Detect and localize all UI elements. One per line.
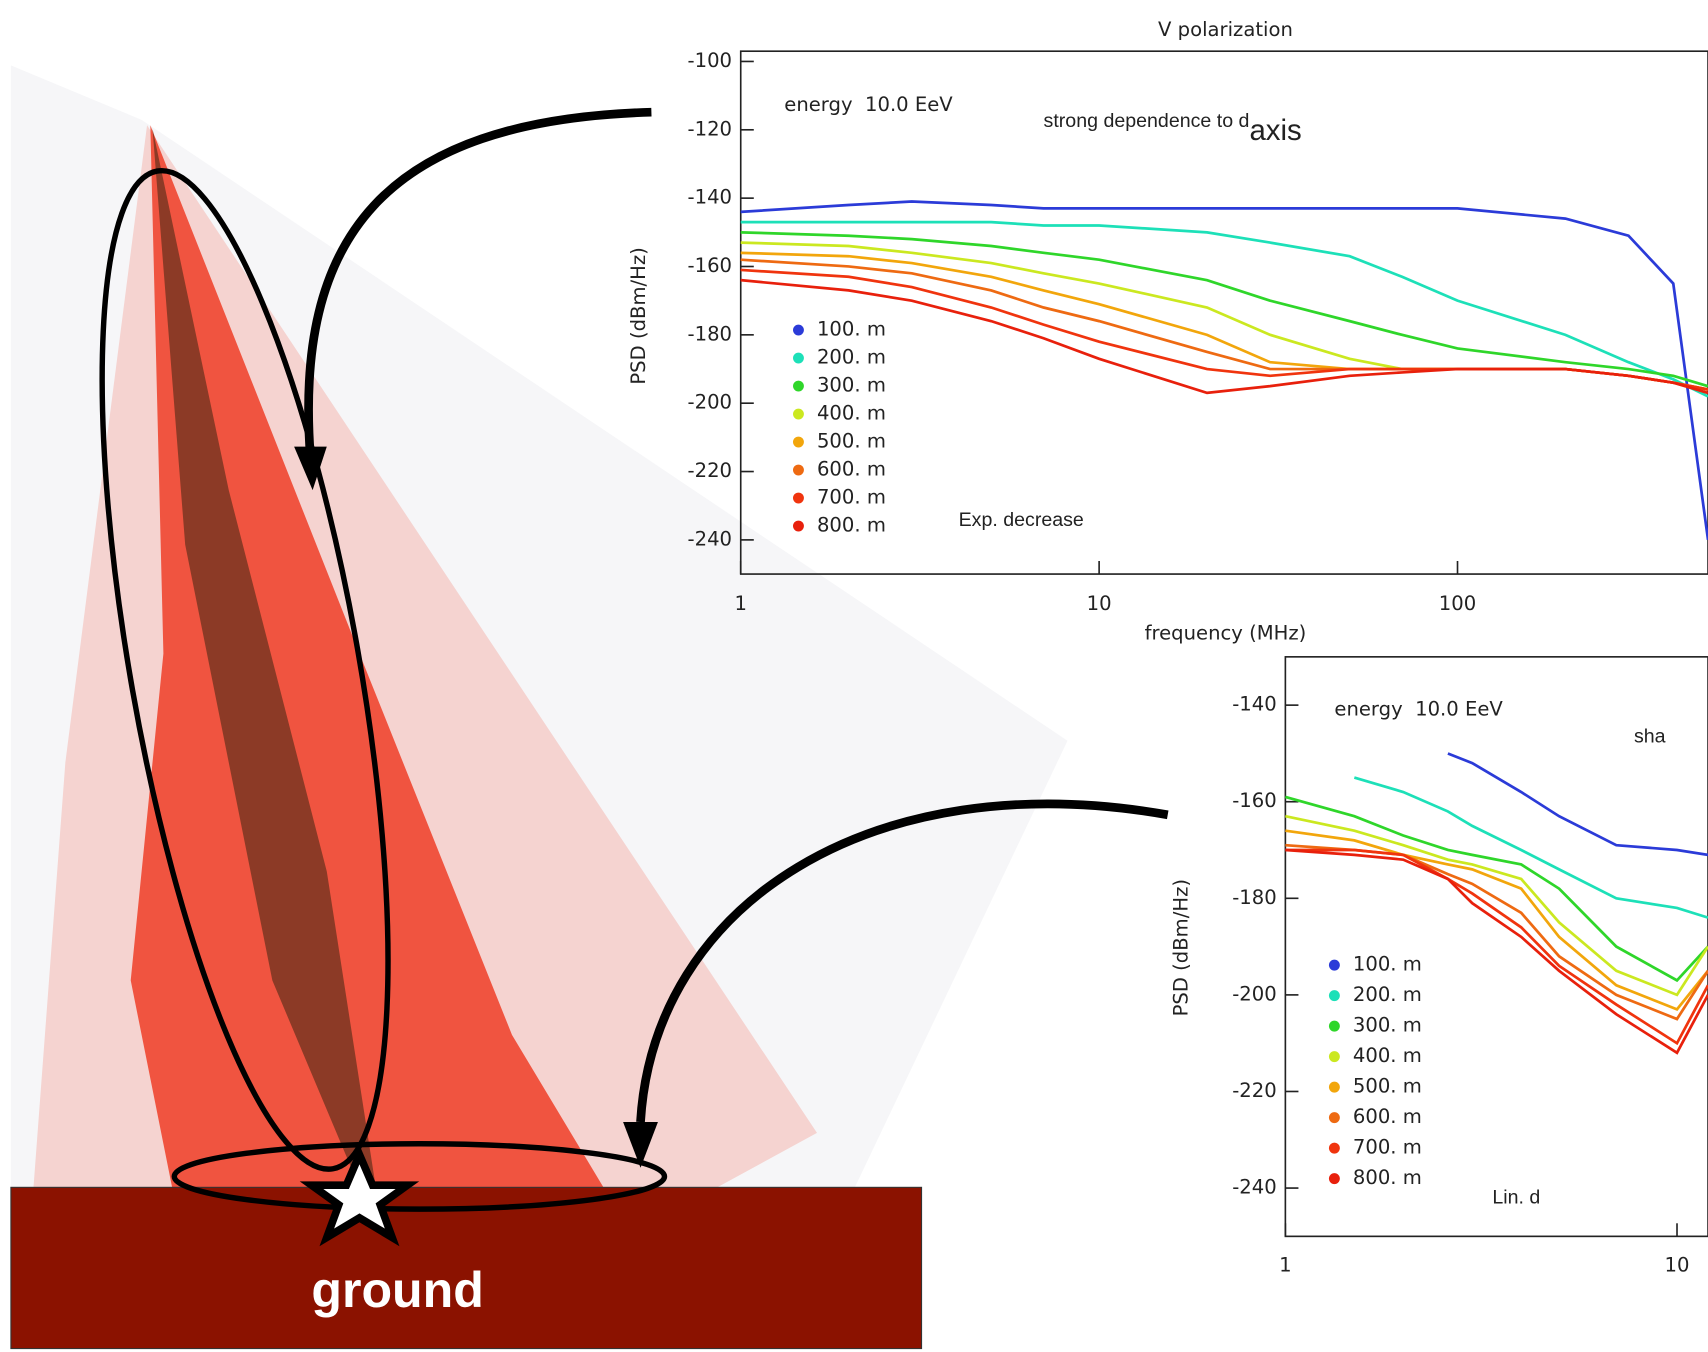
y-tick-label: -120 bbox=[688, 117, 732, 140]
shower-illustration: ground bbox=[10, 65, 1169, 1350]
annotation: energy 10.0 EeV bbox=[784, 93, 953, 116]
legend-marker bbox=[1328, 990, 1340, 1002]
plot-frame bbox=[1284, 656, 1708, 1238]
legend-label: 500. m bbox=[817, 430, 886, 453]
chart-title: V polarization bbox=[1158, 18, 1293, 41]
legend-label: 200. m bbox=[1353, 983, 1422, 1006]
series-line bbox=[1353, 776, 1708, 919]
legend-marker bbox=[1328, 1173, 1340, 1185]
legend-label: 700. m bbox=[1353, 1136, 1422, 1159]
legend-label: 100. m bbox=[1353, 953, 1422, 976]
annotation-text: strong dependence to d bbox=[1044, 110, 1250, 132]
annotation: sha bbox=[1634, 726, 1666, 748]
arrow-bottom bbox=[636, 799, 1169, 1123]
series-line bbox=[1285, 814, 1708, 997]
ellipse-ground bbox=[171, 1141, 668, 1212]
legend-label: 100. m bbox=[817, 318, 886, 341]
arrow-head bbox=[623, 1121, 658, 1168]
legend-marker bbox=[793, 520, 804, 532]
annotation-subscript: axis bbox=[1249, 114, 1301, 147]
x-tick-label: 100 bbox=[1439, 592, 1476, 615]
annotation: Lin. d bbox=[1492, 1186, 1540, 1208]
legend-marker bbox=[1328, 959, 1340, 971]
y-tick-label: -160 bbox=[688, 254, 732, 277]
plot-frame bbox=[739, 50, 1708, 575]
legend-marker bbox=[793, 324, 804, 336]
y-tick-label: -140 bbox=[1232, 693, 1276, 716]
legend-label: 300. m bbox=[1353, 1014, 1422, 1037]
chart: -100 -120 -140 -160 -180 -200 -220 -240 1 10 100 V … bbox=[627, 18, 1708, 644]
legend-label: 300. m bbox=[817, 374, 886, 397]
shower-core bbox=[130, 125, 611, 1199]
series-line bbox=[740, 230, 1708, 388]
legend-label: 500. m bbox=[1353, 1075, 1422, 1098]
y-tick-label: -180 bbox=[1232, 886, 1276, 909]
y-axis-label: PSD (dBm/Hz) bbox=[1169, 879, 1192, 1016]
y-tick-label: -180 bbox=[688, 322, 732, 345]
y-tick-label: -140 bbox=[688, 186, 732, 209]
chart: -140 -160 -180 -200 -220 -240 1 10 PSD (dBm/Hz) 1… bbox=[1169, 656, 1708, 1276]
series-line bbox=[1285, 848, 1708, 1046]
legend-marker bbox=[793, 352, 804, 364]
ellipse-axis bbox=[99, 167, 391, 1172]
arrow-head bbox=[294, 446, 327, 491]
series-line bbox=[1447, 752, 1708, 857]
y-tick-label: -220 bbox=[1232, 1079, 1276, 1102]
annotation: energy 10.0 EeV bbox=[1334, 698, 1503, 721]
y-tick-label: -220 bbox=[688, 459, 732, 482]
annotation: strong dependence to daxis bbox=[1044, 110, 1302, 146]
star bbox=[299, 1144, 420, 1247]
legend-marker bbox=[1328, 1142, 1340, 1154]
legend-marker bbox=[793, 408, 804, 420]
x-tick-label: 1 bbox=[734, 592, 746, 615]
y-tick-label: -240 bbox=[1232, 1176, 1276, 1199]
content: ground -100 -120 -140 -160 -180 -200 -220 -240 1… bbox=[10, 18, 1708, 1350]
series-line bbox=[1285, 829, 1708, 1011]
y-axis-label: PSD (dBm/Hz) bbox=[627, 247, 650, 384]
y-tick-label: -100 bbox=[688, 49, 732, 72]
x-tick-label: 10 bbox=[1665, 1253, 1690, 1276]
legend-label: 400. m bbox=[817, 402, 886, 425]
legend-label: 700. m bbox=[817, 486, 886, 509]
shower-axis bbox=[152, 128, 376, 1188]
legend-label: 600. m bbox=[1353, 1105, 1422, 1128]
legend-marker bbox=[1328, 1112, 1340, 1124]
arrow-top bbox=[304, 107, 652, 458]
ground-label: ground bbox=[311, 1262, 484, 1318]
legend-label: 800. m bbox=[817, 514, 886, 537]
series-line bbox=[1285, 848, 1708, 1055]
series-line bbox=[740, 278, 1708, 395]
legend-label: 400. m bbox=[1353, 1044, 1422, 1067]
legend-marker bbox=[793, 492, 804, 504]
legend-marker bbox=[793, 380, 804, 392]
series-line bbox=[740, 220, 1708, 398]
y-tick-label: -240 bbox=[688, 527, 732, 550]
annotation: Exp. decrease bbox=[959, 509, 1084, 531]
legend-marker bbox=[793, 464, 804, 476]
legend-marker bbox=[1328, 1051, 1340, 1063]
legend-marker bbox=[1328, 1020, 1340, 1032]
legend-marker bbox=[1328, 1081, 1340, 1093]
legend-label: 800. m bbox=[1353, 1166, 1422, 1189]
legend-label: 200. m bbox=[817, 346, 886, 369]
ground bbox=[10, 1186, 923, 1350]
y-tick-label: -200 bbox=[1232, 982, 1276, 1005]
legend-marker bbox=[793, 436, 804, 448]
y-tick-label: -160 bbox=[1232, 789, 1276, 812]
y-tick-label: -200 bbox=[688, 391, 732, 414]
legend-label: 600. m bbox=[817, 458, 886, 481]
series-line bbox=[1285, 795, 1708, 983]
x-tick-label: 10 bbox=[1087, 592, 1112, 615]
x-axis-label: frequency (MHz) bbox=[1145, 621, 1307, 644]
series-line bbox=[740, 200, 1708, 541]
x-tick-label: 1 bbox=[1279, 1253, 1291, 1276]
